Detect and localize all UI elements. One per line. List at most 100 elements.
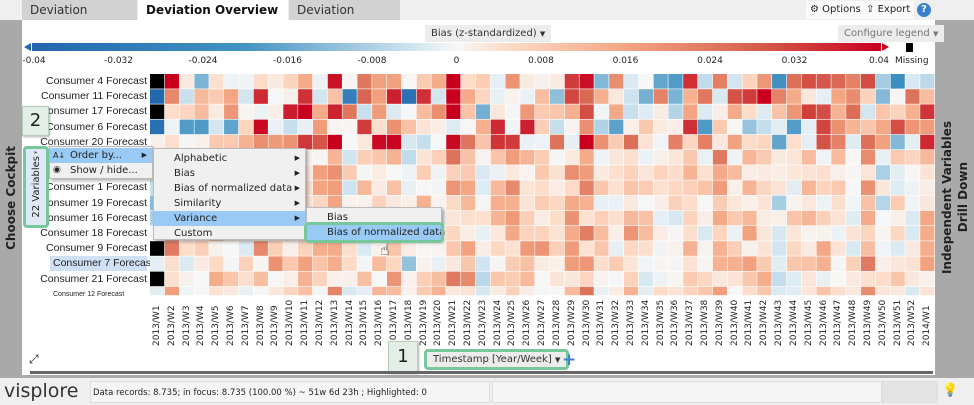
heatmap-cell[interactable] (342, 241, 357, 256)
heatmap-cell[interactable] (579, 119, 594, 135)
heatmap-cell[interactable] (668, 89, 683, 104)
heatmap-cell[interactable] (846, 195, 861, 211)
heatmap-cell[interactable] (683, 195, 698, 211)
heatmap-cell[interactable] (772, 256, 787, 271)
heatmap-cell[interactable] (416, 104, 431, 119)
heatmap-cell[interactable] (772, 226, 787, 241)
heatmap-cell[interactable] (520, 150, 535, 165)
heatmap-cell[interactable] (312, 271, 328, 287)
heatmap-cell[interactable] (609, 195, 624, 211)
heatmap-cell[interactable] (342, 271, 357, 287)
heatmap-cell[interactable] (179, 74, 194, 89)
heatmap-cell[interactable] (372, 256, 387, 271)
heatmap-cell[interactable] (416, 195, 431, 211)
color-legend-bar[interactable] (32, 43, 881, 51)
heatmap-cell[interactable] (623, 119, 639, 135)
heatmap-cell[interactable] (875, 150, 890, 165)
heatmap-cell[interactable] (535, 226, 550, 241)
heatmap-cell[interactable] (327, 256, 342, 271)
heatmap-cell[interactable] (549, 180, 565, 195)
heatmap-cell[interactable] (431, 180, 446, 195)
menu-item-variance[interactable]: Variance ▶ (154, 211, 305, 226)
heatmap-cell[interactable] (549, 74, 565, 89)
heatmap-cell[interactable] (549, 150, 565, 165)
heatmap-cell[interactable] (461, 134, 476, 150)
column-label[interactable]: 2013/W9 (270, 305, 281, 346)
heatmap-cell[interactable] (683, 89, 698, 104)
column-label[interactable]: 2013/W16 (374, 299, 385, 346)
heatmap-cell[interactable] (505, 286, 520, 296)
heatmap-cell[interactable] (475, 165, 491, 180)
heatmap-cell[interactable] (801, 104, 816, 119)
heatmap-cell[interactable] (757, 150, 772, 165)
heatmap-cell[interactable] (653, 241, 668, 256)
heatmap-cell[interactable] (698, 150, 713, 165)
heatmap-cell[interactable] (386, 150, 402, 165)
heatmap-cell[interactable] (683, 104, 698, 119)
column-label[interactable]: 2013/W6 (226, 305, 237, 346)
heatmap-cell[interactable] (727, 89, 742, 104)
heatmap-cell[interactable] (549, 134, 565, 150)
heatmap-cell[interactable] (505, 89, 520, 104)
heatmap-cell[interactable] (475, 271, 491, 287)
heatmap-cell[interactable] (742, 210, 757, 226)
heatmap-cell[interactable] (579, 74, 594, 89)
heatmap-cell[interactable] (342, 180, 357, 195)
heatmap-cell[interactable] (860, 226, 876, 241)
heatmap-cell[interactable] (535, 256, 550, 271)
heatmap-cell[interactable] (816, 210, 831, 226)
heatmap-cell[interactable] (164, 256, 180, 271)
heatmap-cell[interactable] (209, 286, 224, 296)
heatmap-cell[interactable] (150, 134, 165, 150)
heatmap-cell[interactable] (638, 271, 653, 287)
heatmap-cell[interactable] (786, 150, 802, 165)
heatmap-cell[interactable] (890, 104, 905, 119)
heatmap-cell[interactable] (653, 104, 668, 119)
heatmap-cell[interactable] (742, 271, 757, 287)
x-axis-dropdown[interactable]: Timestamp [Year/Week] ▼ (424, 349, 570, 370)
heatmap-cell[interactable] (298, 119, 313, 135)
heatmap-cell[interactable] (475, 150, 491, 165)
heatmap-cell[interactable] (816, 134, 831, 150)
heatmap-cell[interactable] (579, 180, 594, 195)
heatmap-cell[interactable] (283, 286, 298, 296)
heatmap-cell[interactable] (579, 150, 594, 165)
heatmap-cell[interactable] (431, 150, 446, 165)
heatmap-cell[interactable] (327, 165, 342, 180)
heatmap-cell[interactable] (490, 180, 505, 195)
heatmap-cell[interactable] (831, 104, 846, 119)
heatmap-cell[interactable] (638, 74, 653, 89)
heatmap-cell[interactable] (461, 165, 476, 180)
heatmap-cell[interactable] (238, 119, 254, 135)
heatmap-cell[interactable] (905, 104, 920, 119)
heatmap-cell[interactable] (742, 286, 757, 296)
heatmap-cell[interactable] (416, 165, 431, 180)
heatmap-cell[interactable] (505, 256, 520, 271)
heatmap-cell[interactable] (401, 74, 417, 89)
heatmap-cell[interactable] (268, 134, 283, 150)
heatmap-cell[interactable] (905, 195, 920, 211)
heatmap-cell[interactable] (431, 286, 446, 296)
menu-item-variance-bias[interactable]: Bias (327, 212, 348, 223)
heatmap-cell[interactable] (727, 226, 742, 241)
column-label[interactable]: 2013/W43 (774, 299, 785, 346)
heatmap-cell[interactable] (164, 286, 180, 296)
row-label[interactable]: Consumer 19 Forecast (40, 196, 147, 209)
heatmap-cell[interactable] (475, 134, 491, 150)
heatmap-cell[interactable] (860, 165, 876, 180)
heatmap-cell[interactable] (905, 241, 920, 256)
heatmap-cell[interactable] (668, 150, 683, 165)
heatmap-cell[interactable] (846, 180, 861, 195)
heatmap-cell[interactable] (268, 89, 283, 104)
heatmap-cell[interactable] (401, 150, 417, 165)
heatmap-cell[interactable] (757, 134, 772, 150)
heatmap-cell[interactable] (342, 74, 357, 89)
heatmap-cell[interactable] (549, 286, 565, 296)
heatmap-cell[interactable] (312, 165, 328, 180)
heatmap-cell[interactable] (742, 180, 757, 195)
heatmap-cell[interactable] (357, 165, 372, 180)
heatmap-cell[interactable] (327, 119, 342, 135)
heatmap-cell[interactable] (490, 134, 505, 150)
heatmap-cell[interactable] (461, 119, 476, 135)
heatmap-cell[interactable] (772, 119, 787, 135)
